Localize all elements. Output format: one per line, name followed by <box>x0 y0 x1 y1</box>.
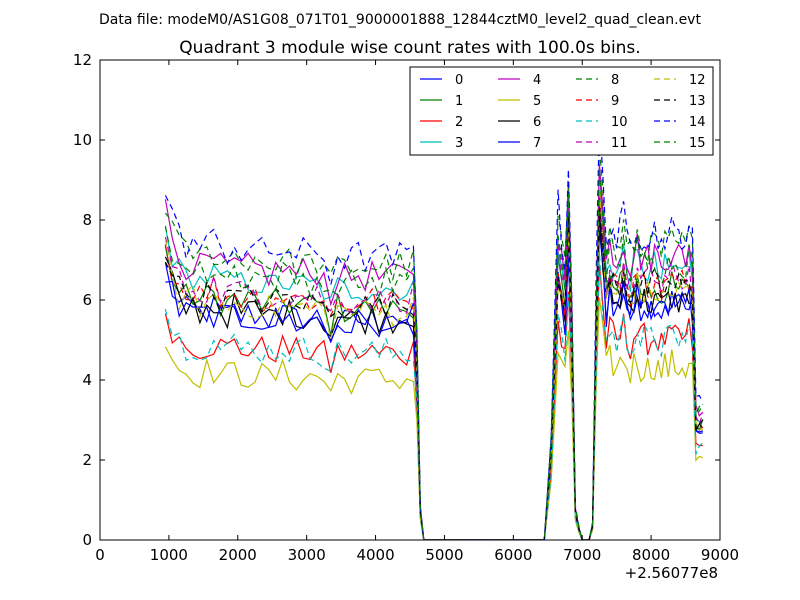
axis-ticks: 0 1000 2000 3000 4000 5000 6000 7000 8000 9000 0 2 4… <box>73 51 739 564</box>
x-tick-label: 8000 <box>632 546 670 564</box>
legend-label: 8 <box>611 73 619 88</box>
y-tick-label: 4 <box>82 371 92 389</box>
legend-box <box>409 66 714 156</box>
series-line-6 <box>164 211 704 540</box>
series-line-14 <box>164 116 704 540</box>
x-tick-label: 0 <box>95 546 105 564</box>
series-line-15 <box>164 168 704 540</box>
figure-suptitle: Data file: modeM0/AS1G08_071T01_90000018… <box>99 12 701 28</box>
legend-label: 2 <box>455 115 463 130</box>
series-layer <box>164 116 704 540</box>
series-line-8 <box>164 147 704 540</box>
x-tick-label: 5000 <box>425 546 463 564</box>
x-tick-label: 7000 <box>563 546 601 564</box>
series-line-3 <box>164 168 704 540</box>
legend-label: 4 <box>533 73 541 88</box>
y-tick-label: 12 <box>73 51 92 69</box>
y-tick-label: 0 <box>82 531 92 549</box>
series-line-13 <box>164 207 704 540</box>
series-line-9 <box>164 203 704 540</box>
legend-label: 0 <box>455 73 463 88</box>
x-tick-label: 2000 <box>219 546 257 564</box>
x-tick-label: 9000 <box>701 546 739 564</box>
series-line-12 <box>164 183 703 540</box>
y-tick-label: 8 <box>82 211 92 229</box>
series-line-4 <box>164 164 704 540</box>
x-tick-label: 6000 <box>494 546 532 564</box>
legend-label: 12 <box>689 73 706 88</box>
series-line-2 <box>164 264 703 540</box>
x-offset-label: +2.56077e8 <box>625 564 718 582</box>
series-line-7 <box>165 198 703 540</box>
y-tick-label: 6 <box>82 291 92 309</box>
x-tick-label: 3000 <box>288 546 326 564</box>
series-line-10 <box>164 250 704 540</box>
legend-label: 7 <box>533 136 541 151</box>
x-tick-label: 1000 <box>150 546 188 564</box>
legend-label: 15 <box>689 136 706 151</box>
legend-label: 10 <box>611 115 628 130</box>
legend-label: 9 <box>611 94 619 109</box>
y-tick-label: 10 <box>73 131 92 149</box>
series-line-0 <box>164 230 703 540</box>
series-line-11 <box>164 167 704 540</box>
legend-label: 14 <box>689 115 706 130</box>
legend-label: 6 <box>533 115 541 130</box>
legend-label: 3 <box>455 136 463 151</box>
y-tick-label: 2 <box>82 451 92 469</box>
legend-label: 5 <box>533 94 541 109</box>
series-line-5 <box>164 297 703 540</box>
legend-label: 13 <box>689 94 706 109</box>
legend-label: 1 <box>455 94 463 109</box>
legend-label: 11 <box>611 136 628 151</box>
x-tick-label: 4000 <box>356 546 394 564</box>
chart-title: Quadrant 3 module wise count rates with … <box>179 38 640 58</box>
